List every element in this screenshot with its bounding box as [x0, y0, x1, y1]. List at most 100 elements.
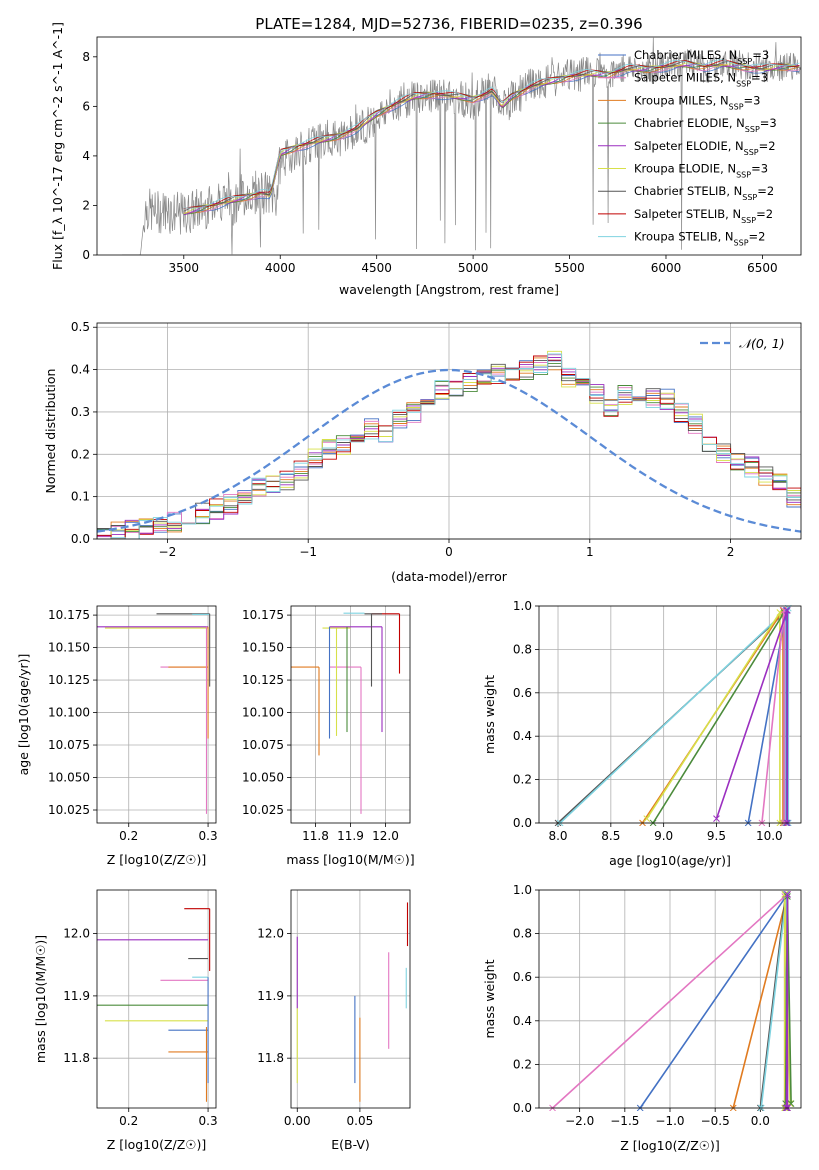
y-axis-label: mass weight: [482, 959, 497, 1038]
x-tick-label: 0: [445, 545, 453, 559]
chart-title: PLATE=1284, MJD=52736, FIBERID=0235, z=0…: [255, 15, 642, 33]
y-tick-label: 4: [82, 149, 90, 163]
y-tick-label: 0.4: [513, 729, 532, 743]
y-tick-label: 0.6: [513, 970, 532, 984]
axes-frame: [538, 605, 802, 824]
axes-frame: [96, 322, 802, 540]
y-tick-label: 10.100: [242, 706, 284, 720]
legend-subscript: SSP: [729, 102, 744, 111]
plot-area: [296, 902, 409, 1102]
legend-value: =3: [744, 93, 761, 107]
x-tick-label: −1.5: [610, 1114, 639, 1128]
legend-subscript: SSP: [741, 215, 756, 224]
legend-label: Chabrier STELIB, NSSP=2: [634, 184, 774, 202]
x-tick-label: −1.0: [655, 1114, 684, 1128]
residual-histogram-panel: −2 −1 0 1 2 0.0 0.1 0.2 0.3 0.4 0.5 (data-model)/er…: [43, 320, 802, 584]
legend-label: 𝒩(0, 1): [739, 336, 785, 351]
histogram-chabrier_stelib: [97, 360, 801, 539]
x-axis-label: Z [log10(Z/Z☉)]: [107, 852, 207, 867]
y-tick-label: 0.2: [71, 447, 90, 461]
legend-label: Chabrier ELODIE, NSSP=3: [634, 116, 777, 134]
x-axis-label: age [log10(age/yr)]: [609, 853, 731, 868]
series-line-chabrier_stelib: [759, 894, 787, 1109]
legend-subscript: SSP: [745, 125, 760, 134]
y-tick-label: 0.1: [71, 490, 90, 504]
legend-label: Salpeter MILES, NSSP=3: [634, 71, 768, 89]
y-tick-label: 10.050: [48, 771, 90, 785]
x-tick-label: −0.5: [701, 1114, 730, 1128]
y-tick-label: 6: [82, 99, 90, 113]
mass-vs-metallicity-panel: 0.2 0.3 11.8 11.9 12.0 Z [log10(Z/Z☉)] mass [l…: [33, 889, 218, 1152]
x-tick-label: 10.0: [756, 829, 783, 843]
y-axis-label: mass weight: [482, 675, 497, 754]
x-tick-label: 0.05: [347, 1114, 374, 1128]
y-tick-label: 0.4: [71, 363, 90, 377]
legend-subscript: SSP: [737, 57, 752, 66]
x-tick-label: 0.3: [199, 1114, 218, 1128]
y-tick-label: 1.0: [513, 599, 532, 613]
model-line-kroupa_elodie: [183, 62, 800, 215]
histogram-salpeter_stelib: [97, 355, 801, 539]
legend-value: =2: [757, 184, 774, 198]
x-tick-label: 11.9: [337, 829, 364, 843]
y-tick-label: 12.0: [257, 927, 284, 941]
x-tick-label: 0.0: [751, 1114, 770, 1128]
y-axis-label: mass [log10(M/M☉)]: [33, 935, 48, 1063]
y-tick-label: 12.0: [63, 927, 90, 941]
legend-label: Chabrier MILES, NSSP=3: [634, 48, 769, 66]
point-marker-kroupa_elodie: [643, 815, 651, 823]
y-tick-label: 10.025: [48, 803, 90, 817]
y-tick-label: 10.050: [242, 771, 284, 785]
y-tick-label: 11.8: [257, 1051, 284, 1065]
legend-label: Kroupa STELIB, NSSP=2: [634, 230, 765, 248]
y-tick-label: 0.2: [513, 773, 532, 787]
y-tick-label: 10.125: [48, 673, 90, 687]
x-tick-label: 11.8: [302, 829, 329, 843]
legend-subscript: SSP: [742, 193, 757, 202]
x-axis-label: (data-model)/error: [391, 569, 508, 584]
legend-value: =3: [751, 71, 768, 85]
legend-label: Salpeter STELIB, NSSP=2: [634, 207, 773, 225]
x-axis-label: E(B-V): [331, 1137, 370, 1152]
y-tick-label: 1.0: [513, 883, 532, 897]
spectrum-panel: 3500 4000 4500 5000 5500 6000 6500 0 2 4 6 8 wavelen…: [50, 22, 802, 297]
age-vs-metallicity-panel: 0.2 0.3 10.025 10.050 10.075 10.100 10.125 10.1…: [16, 605, 218, 867]
x-tick-label: −2: [159, 545, 177, 559]
axes-frame: [96, 605, 217, 824]
y-tick-label: 0.3: [71, 405, 90, 419]
x-tick-label: 5000: [458, 261, 489, 275]
x-axis-label: Z [log10(Z/Z☉)]: [620, 1138, 720, 1153]
legend-subscript: SSP: [736, 170, 751, 179]
point-marker-salpeter_elodie: [713, 815, 720, 823]
histogram-kroupa_elodie: [97, 350, 801, 539]
x-tick-label: 0.00: [284, 1114, 311, 1128]
legend-label: Salpeter ELODIE, NSSP=2: [634, 139, 776, 157]
legend-value: =2: [756, 207, 773, 221]
axes-frame: [96, 889, 217, 1109]
y-tick-label: 10.100: [48, 706, 90, 720]
model-line-kroupa_stelib: [183, 59, 800, 209]
y-tick-label: 10.125: [242, 673, 284, 687]
y-tick-label: 0: [82, 248, 90, 262]
x-tick-label: −1: [299, 545, 317, 559]
legend-label: Kroupa MILES, NSSP=3: [634, 93, 760, 111]
x-tick-label: 8.5: [601, 829, 620, 843]
x-tick-label: 2: [727, 545, 735, 559]
y-tick-label: 11.9: [257, 989, 284, 1003]
legend-value: =3: [751, 162, 768, 176]
x-tick-label: 6000: [651, 261, 682, 275]
plot-area: [291, 612, 401, 814]
y-tick-label: 0.0: [513, 816, 532, 830]
y-tick-label: 0.8: [513, 927, 532, 941]
plot-area: [549, 891, 795, 1111]
model-line-salpeter_elodie: [183, 63, 800, 216]
legend-label: Kroupa ELODIE, NSSP=3: [634, 162, 768, 180]
x-tick-label: 0.3: [199, 829, 218, 843]
normal-curve: [97, 368, 801, 533]
histogram-salpeter_miles: [97, 354, 801, 539]
histogram-kroupa_stelib: [97, 353, 801, 539]
y-tick-label: 10.075: [48, 738, 90, 752]
axes-frame: [538, 889, 802, 1109]
point-marker-salpeter_elodie: [783, 606, 791, 614]
series-line-kroupa_elodie: [646, 609, 781, 823]
